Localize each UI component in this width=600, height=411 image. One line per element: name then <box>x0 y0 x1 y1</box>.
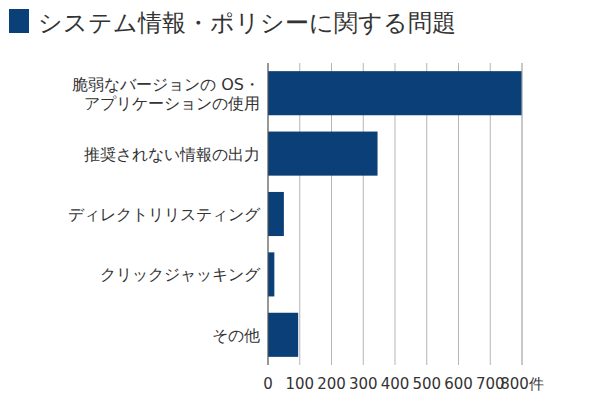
grid-line <box>268 63 269 365</box>
category-label-line: その他 <box>212 326 260 345</box>
tick-label: 0 <box>263 375 273 393</box>
category-label: 推奨されない情報の出力 <box>84 145 260 164</box>
category-label: 脆弱なバージョンの OS・アプリケーションの使用 <box>72 75 260 113</box>
tick-label: 200 <box>317 375 346 393</box>
tick-label: 400 <box>381 375 410 393</box>
title: システム情報・ポリシーに関する問題 <box>38 9 456 37</box>
tick-label: 500 <box>412 375 441 393</box>
title-marker <box>9 9 29 33</box>
bar <box>268 192 284 236</box>
chart-svg: システム情報・ポリシーに関する問題01002003004005006007008… <box>0 0 600 411</box>
chart-container: システム情報・ポリシーに関する問題01002003004005006007008… <box>0 0 600 411</box>
category-label: ディレクトリリスティング <box>68 205 261 224</box>
category-label-line: アプリケーションの使用 <box>84 94 260 113</box>
tick-label: 800件 <box>500 375 544 393</box>
bar <box>268 313 298 357</box>
bar <box>268 252 274 296</box>
category-label-line: 脆弱なバージョンの OS・ <box>72 75 260 94</box>
category-label: その他 <box>212 326 260 345</box>
category-label-line: クリックジャッキング <box>100 265 261 284</box>
tick-label: 300 <box>349 375 378 393</box>
range-end-line <box>522 63 523 365</box>
bar <box>268 71 522 115</box>
tick-label: 600 <box>444 375 473 393</box>
tick-label: 100 <box>285 375 314 393</box>
grid-line <box>522 63 523 365</box>
category-label: クリックジャッキング <box>100 265 261 284</box>
bar <box>268 132 378 176</box>
category-label-line: 推奨されない情報の出力 <box>84 145 260 164</box>
category-label-line: ディレクトリリスティング <box>68 205 261 224</box>
bars <box>268 71 522 357</box>
axis-line <box>268 63 269 365</box>
